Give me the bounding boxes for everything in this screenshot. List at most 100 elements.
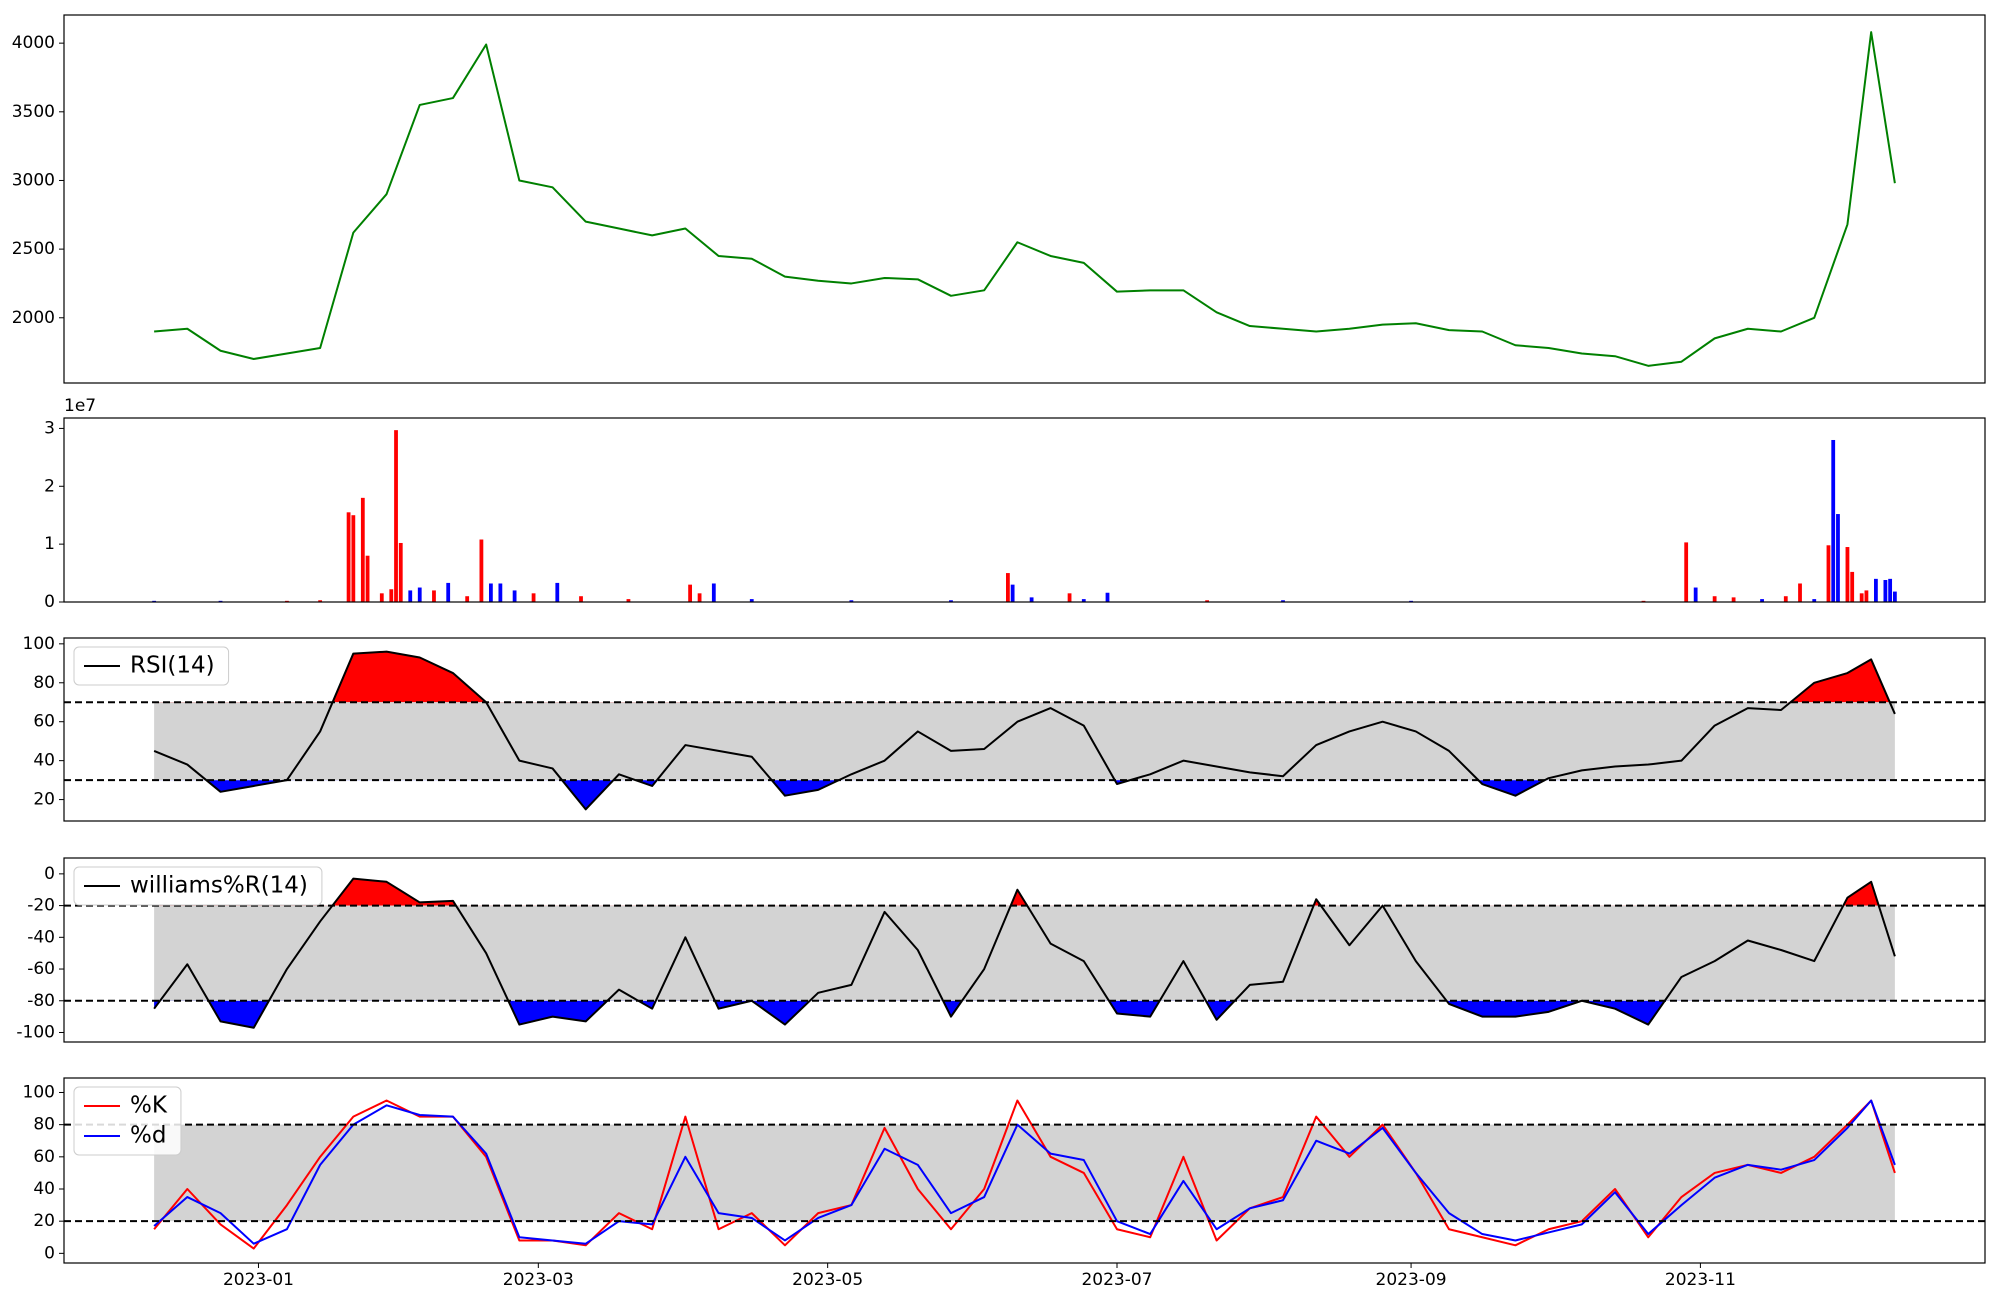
volume-bar	[398, 542, 403, 602]
volume-bar	[1850, 571, 1855, 602]
volume-bar	[1783, 596, 1788, 602]
x-tick-label: 2023-03	[503, 1270, 574, 1290]
volume-bar	[1760, 599, 1764, 602]
volume-bar	[1836, 514, 1840, 602]
y-tick-label: 80	[33, 1115, 55, 1135]
volume-bar	[1874, 578, 1878, 602]
volume-bar	[408, 590, 413, 602]
volume-bar	[351, 515, 356, 602]
volume-bar	[626, 599, 631, 602]
y-tick-label: 40	[33, 751, 55, 771]
volume-bar	[1864, 590, 1869, 602]
neutral-band	[154, 905, 1895, 1001]
volume-bar	[697, 593, 702, 602]
y-tick-label: 2	[44, 476, 55, 496]
volume-bar	[1712, 596, 1717, 602]
y-tick-label: 40	[33, 1179, 55, 1199]
neutral-band	[154, 1124, 1895, 1222]
neutral-band	[154, 702, 1895, 781]
y-tick-label: 100	[23, 634, 55, 654]
y-tick-label: -20	[27, 896, 55, 916]
legend-label: RSI(14)	[130, 653, 215, 679]
oversold-fill	[154, 780, 1895, 810]
volume-bar	[318, 600, 323, 602]
y-tick-label: 2500	[12, 239, 55, 259]
legend-label: williams%R(14)	[130, 873, 308, 899]
volume-bar	[1693, 587, 1698, 602]
volume-bar	[1205, 600, 1210, 602]
y-tick-label: 80	[33, 673, 55, 693]
volume-bar	[1684, 542, 1689, 602]
y-tick-label: 0	[44, 592, 55, 612]
volume-bar	[711, 583, 716, 602]
x-tick-label: 2023-01	[223, 1270, 294, 1290]
volume-bar	[394, 430, 398, 602]
axes-frame	[63, 637, 1986, 822]
y-tick-label: -40	[27, 927, 55, 947]
volume-bar	[749, 599, 754, 602]
volume-bar	[531, 593, 536, 602]
y-tick-label: -80	[27, 991, 55, 1011]
volume-bar	[512, 590, 517, 602]
panel: 0 1 2 3 1e7	[44, 396, 1986, 612]
legend-box	[73, 866, 323, 906]
volume-bar	[1826, 545, 1831, 602]
volume-bar	[1831, 439, 1836, 602]
y-tick-label: 3000	[12, 170, 55, 190]
legend-label: %K	[130, 1093, 168, 1119]
y-tick-label: 100	[23, 1082, 55, 1102]
panel: 2000 2500 3000 3500 4000	[12, 14, 1986, 384]
volume-bar	[365, 555, 370, 602]
legend-box	[73, 1086, 182, 1156]
axes-frame	[63, 857, 1986, 1043]
axes-frame	[63, 417, 1986, 603]
y-tick-label: 1	[44, 534, 55, 554]
legend-box	[73, 646, 230, 686]
volume-bar	[1859, 593, 1864, 602]
legend: %K %d	[73, 1086, 182, 1156]
volume-bar	[849, 600, 854, 602]
y-tick-label: -60	[27, 959, 55, 979]
y-tick-label: 3500	[12, 102, 55, 122]
volume-bar	[555, 582, 560, 602]
volume-bar	[379, 593, 384, 602]
volume-bar	[1006, 573, 1010, 602]
volume-bar	[346, 512, 351, 602]
x-tick-label: 2023-09	[1376, 1270, 1447, 1290]
volume-bar	[1812, 599, 1817, 602]
volume-bar	[1081, 599, 1086, 602]
offset-label: 1e7	[64, 396, 96, 416]
y-tick-label: 60	[33, 712, 55, 732]
volume-bar	[1281, 600, 1285, 602]
axes-frame	[63, 14, 1986, 384]
volume-bar	[579, 596, 583, 602]
y-tick-label: 2000	[12, 308, 55, 328]
volume-bar	[688, 584, 693, 602]
series-line	[153, 877, 1896, 1029]
volume-bar	[1798, 583, 1802, 602]
volume-bar	[389, 589, 394, 602]
x-tick-label: 2023-05	[792, 1270, 863, 1290]
y-tick-label: 20	[33, 790, 55, 810]
y-tick-label: 20	[33, 1211, 55, 1231]
y-tick-label: -100	[16, 1022, 55, 1042]
volume-bar	[446, 582, 451, 602]
axes-frame	[63, 1077, 1986, 1264]
y-tick-label: 0	[44, 1243, 55, 1263]
volume-bar	[1105, 592, 1110, 602]
volume-bar	[1029, 597, 1034, 602]
volume-bar	[1731, 597, 1736, 602]
y-tick-label: 60	[33, 1147, 55, 1167]
volume-bar	[1067, 593, 1072, 602]
volume-bar	[360, 497, 365, 602]
panel: 0 20 40 60 80 100 2023-01 2023-03 2023-05 2023-07…	[23, 1077, 1986, 1290]
series-line	[153, 650, 1896, 811]
volume-bar	[479, 539, 484, 602]
x-tick-label: 2023-07	[1081, 1270, 1152, 1290]
volume-bar	[949, 600, 953, 602]
series-line	[153, 1099, 1896, 1245]
panel: -100 -80 -60 -40 -20 0	[16, 857, 1986, 1043]
volume-bar	[498, 583, 503, 602]
